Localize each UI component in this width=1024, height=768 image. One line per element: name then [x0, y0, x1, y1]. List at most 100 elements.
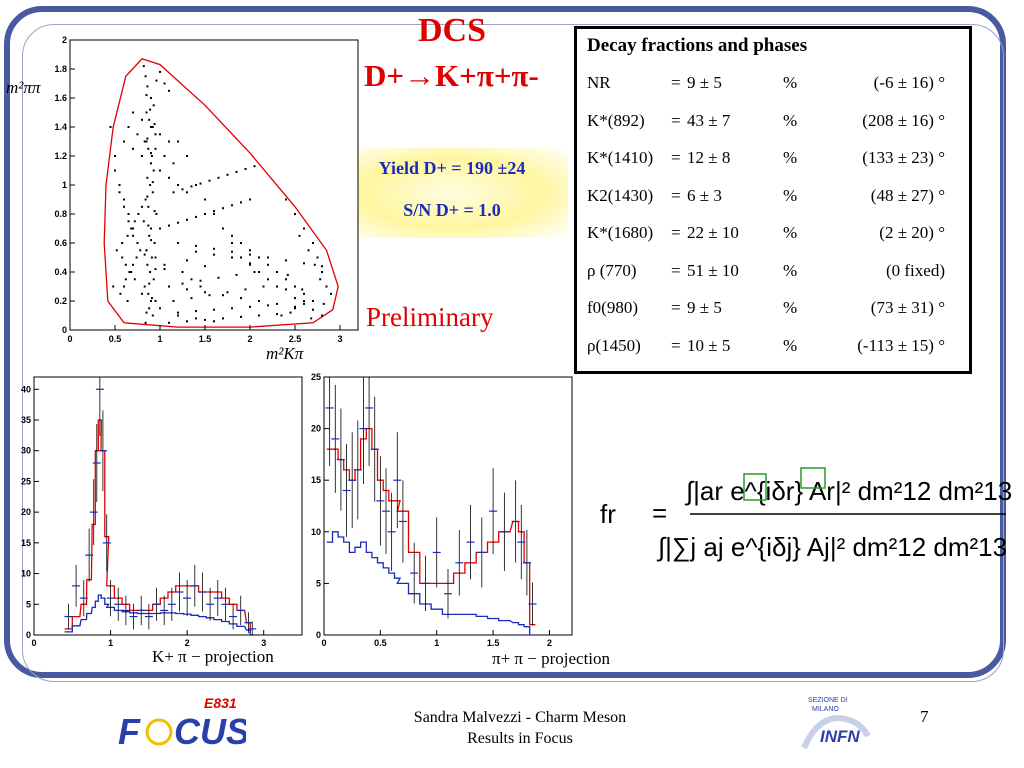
dalitz-point	[307, 249, 310, 252]
dalitz-point	[150, 239, 152, 242]
x-tick-label: 2	[185, 638, 190, 648]
y-tick-label: 40	[21, 384, 31, 394]
svg-text:E831: E831	[204, 695, 237, 711]
unit: %	[783, 260, 798, 280]
dalitz-point	[146, 195, 149, 198]
unit: %	[783, 298, 798, 317]
dalitz-point	[130, 227, 133, 230]
dalitz-point	[204, 213, 206, 215]
dalitz-point	[249, 263, 251, 266]
dalitz-point	[145, 311, 148, 314]
resonance-name: NR	[587, 73, 611, 92]
dalitz-point	[213, 210, 215, 213]
unit: %	[783, 110, 798, 130]
dalitz-ylabel: m²ππ	[6, 78, 41, 97]
table-row: ρ(1450) = 10 ± 5% (-113 ± 15) °	[587, 336, 945, 356]
unit: %	[783, 73, 798, 92]
dalitz-point	[148, 234, 151, 237]
dalitz-point	[132, 147, 134, 150]
y-tick-label: 1.2	[54, 151, 67, 161]
equals-sign: =	[671, 185, 681, 205]
dalitz-point	[285, 259, 287, 262]
dalitz-point	[118, 191, 121, 194]
table-row: K*(1410) = 12 ± 8% (133 ± 23) °	[587, 148, 945, 168]
dalitz-point	[186, 155, 188, 157]
dalitz-point	[226, 291, 229, 294]
dalitz-point	[321, 314, 323, 317]
dalitz-point	[195, 250, 197, 253]
dalitz-point	[222, 294, 224, 297]
y-tick-label: 0	[26, 630, 31, 640]
y-tick-label: 25	[311, 372, 321, 382]
dalitz-point	[244, 288, 247, 291]
resonance-name: K*(892)	[587, 110, 645, 130]
equals-sign: =	[671, 110, 681, 130]
dalitz-plot: 0 0.5 1 1.5 2 2.5 3 0 0.2 0.4 0.6 0.8 1 1.2 1.4 1.6 1.8 2	[54, 35, 359, 344]
dalitz-point	[152, 104, 155, 107]
resonance-name: K*(1680)	[587, 223, 654, 242]
dalitz-point	[231, 250, 233, 253]
dalitz-point	[253, 165, 256, 168]
y-tick-label: 25	[21, 476, 31, 486]
dalitz-point	[168, 321, 170, 324]
y-tick-label: 0	[62, 325, 67, 335]
dalitz-point	[322, 302, 325, 305]
dalitz-point	[213, 213, 215, 215]
dalitz-point	[226, 173, 229, 176]
dalitz-point	[132, 234, 134, 237]
dalitz-point	[321, 271, 323, 273]
dalitz-point	[249, 305, 251, 308]
y-tick-label: 0.8	[54, 209, 67, 219]
phase-value: (2 ± 20) °	[879, 223, 945, 242]
y-tick-label: 0.2	[54, 296, 67, 306]
fraction-value: 51 ± 10	[687, 260, 739, 280]
phase-value: (0 fixed)	[885, 260, 945, 280]
dalitz-point	[199, 182, 202, 185]
dalitz-point	[145, 111, 148, 114]
dalitz-point	[294, 297, 296, 300]
dalitz-point	[112, 285, 115, 288]
dalitz-point	[136, 133, 139, 136]
infn-logo: SEZIONE DI MILANO INFN	[801, 697, 871, 750]
dalitz-point	[213, 320, 215, 323]
dalitz-point	[303, 262, 305, 265]
dalitz-point	[310, 317, 313, 320]
dalitz-point	[150, 126, 152, 128]
dalitz-point	[152, 169, 155, 172]
dalitz-point	[325, 285, 328, 288]
decay-fractions-table: Decay fractions and phases NR = 9 ± 5% (-6 …	[574, 26, 972, 374]
dalitz-point	[240, 256, 242, 259]
dalitz-point	[118, 184, 121, 186]
dalitz-point	[213, 247, 215, 250]
svg-text:INFN: INFN	[820, 727, 860, 746]
equals-sign: =	[671, 148, 681, 167]
dalitz-point	[222, 207, 224, 210]
dalitz-point	[119, 292, 122, 295]
dalitz-point	[135, 256, 138, 259]
x-tick-label: 0	[31, 638, 36, 648]
dalitz-point	[294, 213, 296, 215]
dalitz-point	[303, 292, 305, 295]
dalitz-point	[145, 140, 148, 143]
dalitz-point	[168, 140, 170, 143]
x-tick-label: 3	[337, 334, 342, 344]
dalitz-point	[147, 292, 150, 295]
kpi-projection-label: K+ π − projection	[152, 647, 274, 666]
page-number: 7	[920, 707, 929, 726]
dalitz-points	[109, 65, 332, 324]
dalitz-point	[159, 227, 161, 230]
dalitz-point	[163, 82, 166, 85]
x-tick-label: 0.5	[109, 334, 122, 344]
dalitz-point	[267, 304, 269, 307]
dalitz-point	[280, 314, 283, 317]
dalitz-point	[151, 181, 154, 184]
dalitz-point	[168, 176, 170, 179]
x-tick-label: 1	[434, 638, 439, 648]
dalitz-point	[258, 256, 260, 259]
dalitz-point	[130, 271, 133, 273]
x-tick-label: 2.5	[289, 334, 302, 344]
y-tick-label: 0.4	[54, 267, 67, 277]
dalitz-point	[190, 185, 193, 188]
y-tick-label: 5	[316, 578, 321, 588]
dalitz-point	[195, 184, 197, 186]
